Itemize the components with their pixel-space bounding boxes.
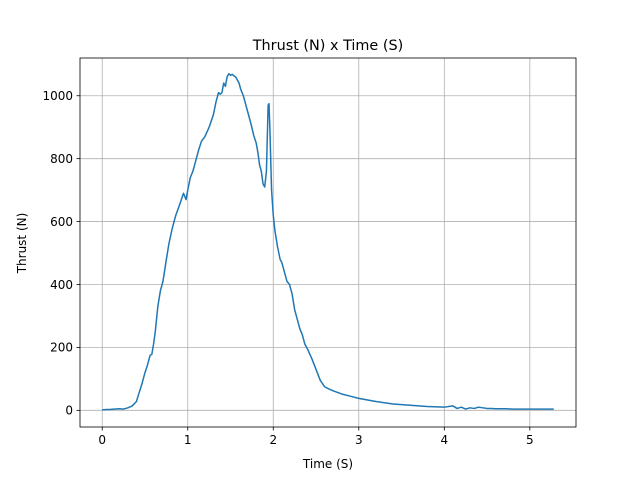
x-tick-label: 5 <box>526 433 534 447</box>
x-tick-label: 1 <box>184 433 192 447</box>
y-tick-label: 0 <box>65 404 73 418</box>
x-tick-label: 0 <box>98 433 106 447</box>
x-axis-label: Time (S) <box>302 457 353 471</box>
y-tick-label: 200 <box>50 341 73 355</box>
x-tick-label: 3 <box>355 433 363 447</box>
y-tick-label: 800 <box>50 152 73 166</box>
x-tick-label: 4 <box>440 433 448 447</box>
axis-ticks: 0 1 2 3 4 5 0 200 400 600 800 1000 <box>42 89 533 447</box>
plot-area-frame <box>79 57 577 428</box>
y-tick-label: 1000 <box>42 89 73 103</box>
y-tick-label: 400 <box>50 278 73 292</box>
y-tick-label: 600 <box>50 215 73 229</box>
chart-title: Thrust (N) x Time (S) <box>252 38 403 54</box>
thrust-series-line <box>102 72 554 411</box>
x-tick-label: 2 <box>269 433 277 447</box>
y-axis-label: Thrust (N) <box>15 213 29 275</box>
grid-lines <box>80 58 576 427</box>
